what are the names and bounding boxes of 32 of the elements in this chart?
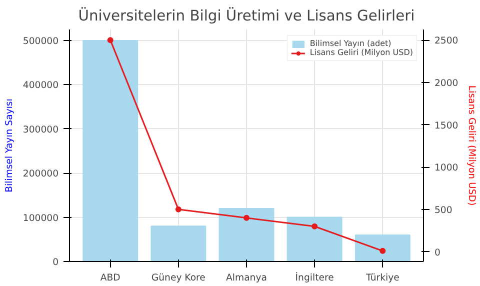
y2-tick-label: 0	[434, 247, 440, 258]
y2-tick-label: 2000	[434, 78, 458, 89]
y2-tick-label: 500	[434, 204, 452, 216]
point	[312, 223, 318, 230]
x-tick-label: Almanya	[226, 272, 267, 284]
x-tick-label: İngiltere	[295, 272, 334, 284]
point	[107, 37, 114, 44]
point	[380, 248, 386, 254]
y-tick-label: 0	[52, 257, 59, 268]
y-axis-title: Bilimsel Yayın Sayısı	[4, 98, 15, 192]
bar	[150, 226, 206, 262]
bar	[218, 208, 274, 262]
bar	[286, 216, 342, 262]
x-tick-label: Türkiye	[364, 272, 400, 284]
y2-axis-title: Lisans Geliri (Milyon USD)	[466, 85, 478, 206]
y-tick-label: 300000	[22, 124, 59, 136]
y2-tick-label: 2500	[434, 36, 458, 47]
bar	[354, 234, 410, 262]
y2-tick-label: 1000	[434, 162, 458, 174]
y-tick-label: 400000	[22, 80, 59, 92]
point	[175, 206, 182, 212]
x-tick-label: ABD	[100, 272, 120, 284]
chart-title: Üniversitelerin Bilgi Üretimi ve Lisans Gelirleri	[78, 6, 415, 24]
legend-label: Bilimsel Yayın (adet)	[310, 39, 392, 48]
y-tick-label: 500000	[22, 36, 59, 48]
point	[244, 214, 250, 221]
legend-label: Lisans Geliri (Milyon USD)	[310, 48, 413, 57]
y2-tick-label: 1500	[434, 120, 458, 132]
bar	[82, 40, 138, 262]
x-tick-label: Güney Kore	[151, 272, 206, 284]
y-tick-label: 100000	[22, 212, 59, 224]
y-tick-label: 200000	[22, 168, 59, 180]
